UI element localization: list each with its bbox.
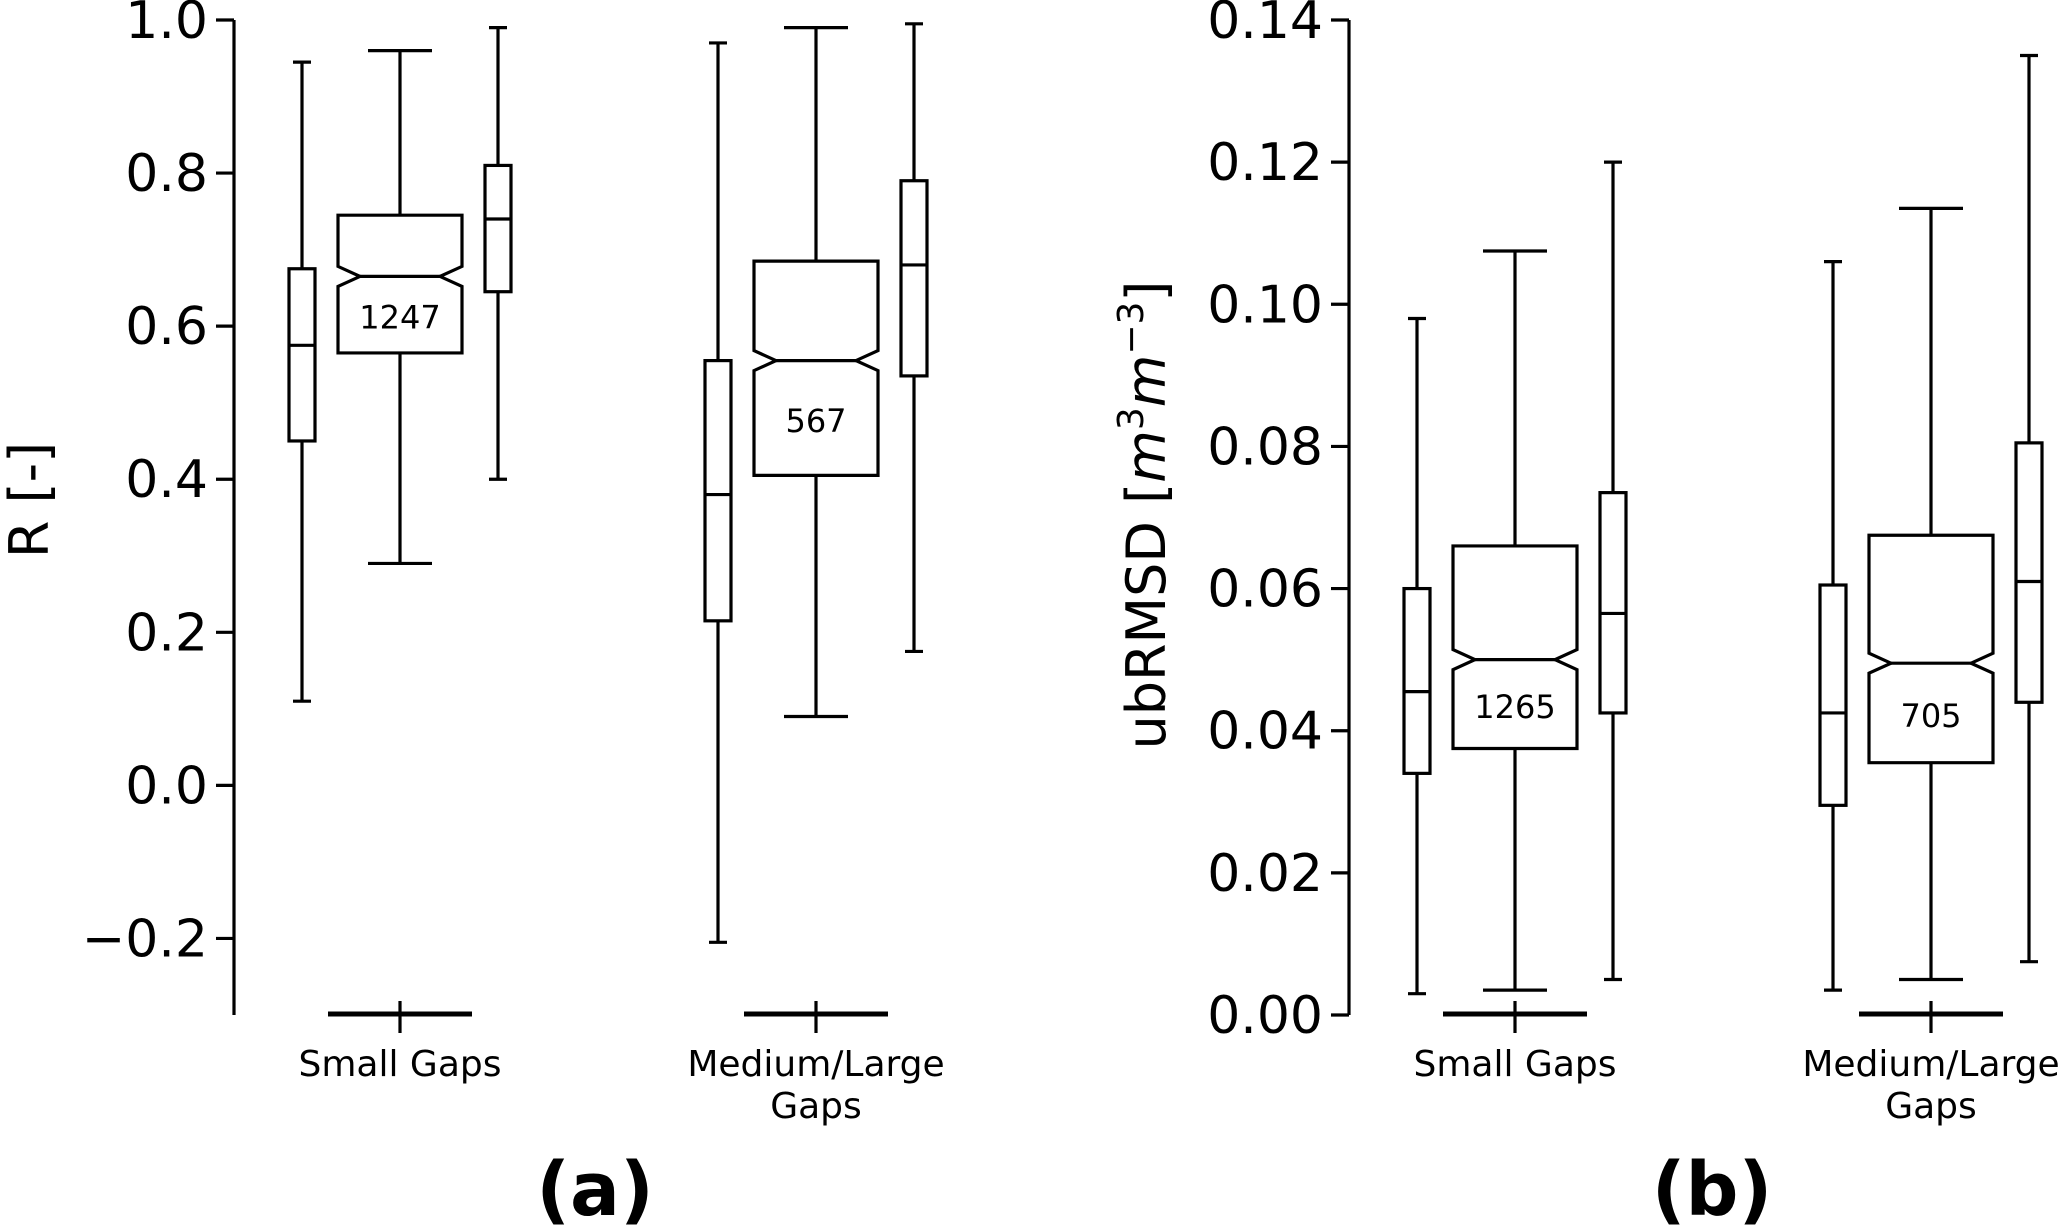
box [899,179,929,378]
y-axis-title: R [-] [0,442,61,558]
y-tick-label: −0.2 [82,909,208,969]
y-tick-label: 0.6 [125,297,208,357]
box-notched [336,213,464,355]
sample-count-label: 567 [785,402,846,440]
x-category-label: Gaps [1885,1086,1977,1127]
box-notched [1867,533,1995,765]
y-tick-label: 0.2 [125,603,208,663]
x-category-label: Medium/Large [687,1044,944,1085]
y-tick-label: 0.4 [125,450,208,510]
x-category-label: Small Gaps [1414,1044,1617,1085]
y-tick-label: 0.14 [1207,0,1323,51]
y-axis-title-text: ] [1115,281,1178,302]
box [483,163,513,294]
y-tick-label: 1.0 [125,0,208,51]
y-tick-label: 0.08 [1207,417,1323,477]
y-tick-label: 0.04 [1207,702,1323,762]
panel-label: (b) [1652,1147,1773,1226]
box [1598,491,1628,715]
box [703,358,733,623]
x-category-label: Medium/Large [1802,1044,2059,1085]
y-tick-label: 0.06 [1207,560,1323,620]
box [1402,586,1432,775]
y-axis-unit-m: m [1115,355,1178,408]
sample-count-label: 1247 [359,299,440,337]
panel-label: (a) [536,1147,654,1226]
box [1818,583,1848,807]
y-tick-label: 0.02 [1207,844,1323,904]
y-axis-unit-exp: −3 [1111,302,1152,355]
box-notched [752,259,880,478]
sample-count-label: 1265 [1474,688,1555,726]
y-axis-title-text: ubRMSD [ [1115,483,1178,750]
y-tick-label: 0.8 [125,144,208,204]
box [2014,441,2044,704]
panel-a-r-boxplot: −0.2 0.0 0.2 0.4 0.6 0.8 1.0 R [-] Small Gaps 124… [0,0,945,1226]
y-axis-title: ubRMSD [m3m−3] [1111,281,1178,750]
x-category-label: Gaps [770,1086,862,1127]
sample-count-label: 705 [1900,697,1961,735]
y-axis-unit-m: m [1115,430,1178,483]
y-axis-unit-exp: 3 [1111,407,1152,430]
box-notched [1451,544,1579,751]
y-tick-label: 0.10 [1207,275,1323,335]
y-tick-label: 0.0 [125,756,208,816]
x-category-label: Small Gaps [299,1044,502,1085]
y-tick-label: 0.00 [1207,986,1323,1046]
y-tick-label: 0.12 [1207,133,1323,193]
box [287,267,317,443]
panel-b-ubrmsd-boxplot: 0.00 0.02 0.04 0.06 0.08 0.10 0.12 0.14 ubRMSD [… [1111,0,2060,1226]
